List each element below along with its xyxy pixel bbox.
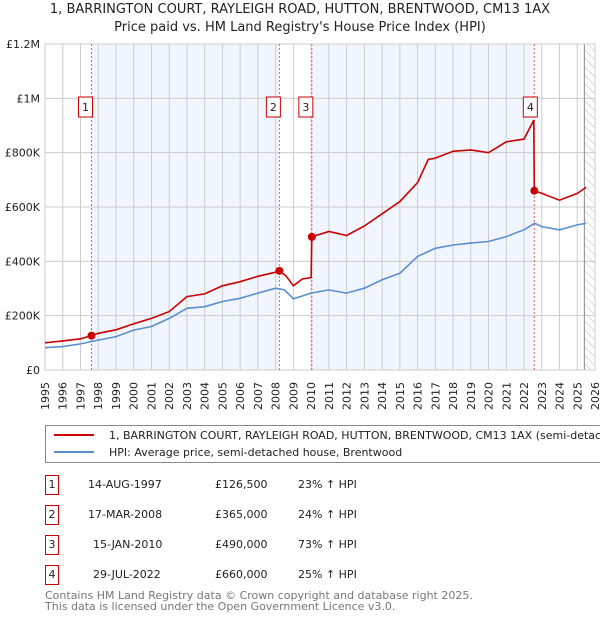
chart-subtitle: Price paid vs. HM Land Registry's House … bbox=[114, 20, 486, 35]
x-tick-label: 2010 bbox=[305, 382, 318, 410]
transaction-hpi-change: 25% ↑ HPI bbox=[298, 568, 357, 581]
legend-label-property: 1, BARRINGTON COURT, RAYLEIGH ROAD, HUTT… bbox=[109, 428, 600, 442]
x-tick-label: 2013 bbox=[358, 382, 371, 410]
x-tick-label: 2012 bbox=[341, 382, 354, 410]
x-tick-label: 2003 bbox=[181, 382, 194, 410]
x-tick-label: 2014 bbox=[376, 382, 389, 410]
x-tick-label: 2017 bbox=[429, 382, 442, 410]
sale-label: 4 bbox=[527, 101, 534, 114]
y-tick-label: £1M bbox=[17, 92, 41, 105]
transaction-number-badge: 2 bbox=[45, 505, 59, 525]
y-tick-label: £800K bbox=[5, 147, 41, 160]
x-tick-label: 2002 bbox=[163, 382, 176, 410]
blue-line-swatch bbox=[54, 451, 94, 453]
x-tick-label: 1995 bbox=[39, 382, 52, 410]
transaction-date: 14-AUG-1997 bbox=[88, 478, 162, 491]
legend-item-hpi: HPI: Average price, semi-detached house,… bbox=[54, 444, 402, 460]
transaction-date: 17-MAR-2008 bbox=[88, 508, 163, 521]
line-chart: 1995 1996 1997 1998 1999 2000 2001 2002 2003 2004… bbox=[5, 38, 600, 410]
x-tick-label: 2023 bbox=[536, 382, 549, 410]
y-tick-label: £600K bbox=[5, 201, 41, 214]
x-tick-label: 2008 bbox=[270, 382, 283, 410]
legend-item-property: 1, BARRINGTON COURT, RAYLEIGH ROAD, HUTT… bbox=[54, 427, 600, 443]
sale-point bbox=[307, 232, 316, 241]
x-tick-label: 2019 bbox=[465, 382, 478, 410]
transaction-date: 15-JAN-2010 bbox=[93, 538, 163, 551]
sale-label: 2 bbox=[270, 101, 277, 114]
y-tick-label: £1.2M bbox=[6, 38, 40, 51]
x-tick-label: 2015 bbox=[394, 382, 407, 410]
transaction-number-badge: 1 bbox=[45, 475, 59, 495]
transaction-price: £490,000 bbox=[215, 538, 268, 551]
transaction-price: £660,000 bbox=[215, 568, 268, 581]
transaction-date: 29-JUL-2022 bbox=[93, 568, 161, 581]
sale-label: 1 bbox=[82, 101, 89, 114]
x-tick-label: 2005 bbox=[216, 382, 229, 410]
sale-label-box bbox=[77, 96, 93, 118]
x-tick-label: 2004 bbox=[199, 382, 212, 410]
x-tick-label: 2020 bbox=[483, 382, 496, 410]
x-tick-label: 2001 bbox=[145, 382, 158, 410]
plot-frame bbox=[44, 43, 596, 371]
x-tick-label: 2024 bbox=[554, 382, 567, 410]
x-tick-label: 2011 bbox=[323, 382, 336, 410]
footer-copyright: Contains HM Land Registry data © Crown c… bbox=[45, 589, 473, 602]
x-tick-label: 1998 bbox=[92, 382, 105, 410]
legend: 1, BARRINGTON COURT, RAYLEIGH ROAD, HUTT… bbox=[45, 425, 600, 463]
hpi-line bbox=[44, 222, 587, 349]
chart-title: 1, BARRINGTON COURT, RAYLEIGH ROAD, HUTT… bbox=[49, 2, 551, 17]
sale-label-box bbox=[298, 96, 314, 118]
sale-point bbox=[87, 331, 96, 340]
x-tick-label: 2016 bbox=[412, 382, 425, 410]
property-price-line bbox=[44, 119, 587, 344]
sale-label: 3 bbox=[302, 101, 309, 114]
y-tick-label: £0 bbox=[26, 364, 40, 377]
red-line-swatch bbox=[54, 434, 94, 436]
sale-label-box bbox=[522, 96, 538, 118]
transaction-price: £365,000 bbox=[215, 508, 268, 521]
footer-licence: This data is licensed under the Open Gov… bbox=[45, 600, 396, 613]
x-tick-label: 2026 bbox=[589, 382, 600, 410]
transaction-number-badge: 3 bbox=[45, 535, 59, 555]
x-tick-label: 2006 bbox=[234, 382, 247, 410]
transaction-hpi-change: 23% ↑ HPI bbox=[298, 478, 357, 491]
x-tick-label: 2000 bbox=[128, 382, 141, 410]
x-tick-label: 2007 bbox=[252, 382, 265, 410]
x-tick-label: 2025 bbox=[571, 382, 584, 410]
x-tick-label: 1996 bbox=[57, 382, 70, 410]
x-tick-label: 1999 bbox=[110, 382, 123, 410]
transaction-hpi-change: 73% ↑ HPI bbox=[298, 538, 357, 551]
sale-point bbox=[275, 266, 284, 275]
x-tick-label: 2022 bbox=[518, 382, 531, 410]
sale-label-box bbox=[265, 96, 281, 118]
x-tick-label: 2009 bbox=[287, 382, 300, 410]
transaction-hpi-change: 24% ↑ HPI bbox=[298, 508, 357, 521]
x-tick-label: 2018 bbox=[447, 382, 460, 410]
legend-label-hpi: HPI: Average price, semi-detached house,… bbox=[109, 445, 403, 459]
transaction-price: £126,500 bbox=[215, 478, 268, 491]
sale-point bbox=[530, 186, 539, 195]
transaction-number-badge: 4 bbox=[45, 565, 59, 585]
x-tick-label: 1997 bbox=[74, 382, 87, 410]
x-tick-label: 2021 bbox=[500, 382, 513, 410]
y-tick-label: £200K bbox=[5, 310, 41, 323]
y-tick-label: £400K bbox=[5, 255, 41, 268]
